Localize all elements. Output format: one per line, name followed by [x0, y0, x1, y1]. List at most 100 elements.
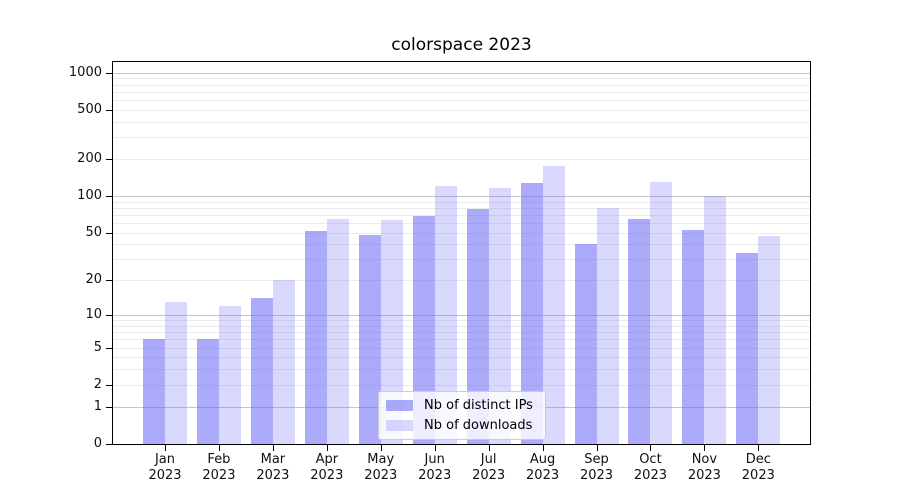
x-tick-label: Jan 2023 — [148, 452, 182, 483]
y-tick-label: 100 — [77, 187, 102, 203]
bar-distinct-ips-dec — [736, 252, 759, 444]
bar-distinct-ips-may — [358, 234, 381, 444]
gridline-minor — [113, 201, 810, 203]
gridline-minor — [113, 325, 810, 327]
x-tick-mark — [272, 445, 274, 451]
bar-downloads-apr — [326, 218, 349, 444]
plot-area — [112, 61, 811, 445]
bar-distinct-ips-apr — [304, 230, 327, 444]
x-tick-mark — [542, 445, 544, 451]
gridline-minor — [113, 84, 810, 86]
y-tick-mark — [106, 315, 112, 317]
x-tick-label: May 2023 — [364, 452, 398, 483]
y-tick-mark — [106, 443, 112, 445]
bar-downloads-feb — [218, 306, 241, 444]
gridline-minor — [113, 100, 810, 102]
x-tick-mark — [218, 445, 220, 451]
gridline-minor — [113, 207, 810, 209]
y-tick-mark — [106, 72, 112, 74]
bar-distinct-ips-mar — [250, 298, 273, 444]
y-tick-mark — [106, 232, 112, 234]
x-tick-label: Dec 2023 — [741, 452, 775, 483]
y-tick-mark — [106, 158, 112, 160]
y-tick-mark — [106, 384, 112, 386]
gridline-minor — [113, 109, 810, 111]
bar-distinct-ips-jul — [466, 209, 489, 444]
x-tick-label: Apr 2023 — [310, 452, 344, 483]
legend-swatch-distinct-ips-icon — [386, 400, 413, 411]
gridline-minor — [113, 223, 810, 225]
legend-item-distinct-ips: Nb of distinct IPs — [386, 398, 533, 413]
gridline-minor — [113, 259, 810, 261]
bar-downloads-jan — [165, 302, 187, 444]
gridline-minor — [113, 244, 810, 246]
bar-downloads-mar — [272, 280, 295, 444]
x-tick-mark — [704, 445, 706, 451]
x-tick-label: Jul 2023 — [472, 452, 506, 483]
y-tick-label: 50 — [85, 224, 102, 240]
gridline-minor — [113, 384, 810, 386]
x-tick-label: Feb 2023 — [202, 452, 236, 483]
gridline-minor — [113, 332, 810, 334]
gridline-minor — [113, 91, 810, 93]
x-tick-label: Mar 2023 — [256, 452, 290, 483]
legend-label-distinct-ips: Nb of distinct IPs — [424, 398, 533, 413]
bar-distinct-ips-aug — [520, 182, 543, 444]
legend: Nb of distinct IPs Nb of downloads — [378, 391, 546, 440]
bar-downloads-sep — [596, 207, 619, 444]
legend-label-downloads: Nb of downloads — [424, 418, 533, 433]
x-tick-mark — [758, 445, 760, 451]
x-tick-mark — [650, 445, 652, 451]
bar-distinct-ips-feb — [196, 339, 219, 444]
x-tick-mark — [488, 445, 490, 451]
y-tick-label: 10 — [85, 307, 102, 323]
x-tick-mark — [596, 445, 598, 451]
x-tick-mark — [165, 445, 166, 451]
gridline-minor — [113, 137, 810, 139]
y-tick-label: 1 — [93, 398, 102, 414]
gridline-minor — [113, 232, 810, 234]
chart-title: colorspace 2023 — [391, 35, 532, 55]
x-tick-mark — [326, 445, 328, 451]
gridline-major — [113, 315, 810, 317]
y-tick-label: 200 — [77, 150, 102, 166]
gridline-minor — [113, 121, 810, 123]
gridline-minor — [113, 158, 810, 160]
y-tick-label: 5 — [93, 339, 102, 355]
gridline-minor — [113, 357, 810, 359]
y-tick-mark — [106, 109, 112, 111]
y-tick-mark — [106, 406, 112, 408]
bar-distinct-ips-oct — [628, 218, 651, 444]
gridline-minor — [113, 214, 810, 216]
gridline-major — [113, 72, 810, 74]
y-tick-label: 20 — [85, 272, 102, 288]
x-tick-label: Nov 2023 — [687, 452, 721, 483]
x-tick-label: Jun 2023 — [418, 452, 452, 483]
y-tick-label: 2 — [93, 376, 102, 392]
bar-distinct-ips-nov — [682, 229, 705, 444]
bar-downloads-jun — [434, 186, 457, 444]
x-tick-mark — [380, 445, 382, 451]
bar-downloads-oct — [650, 181, 673, 444]
bar-downloads-jul — [488, 187, 511, 444]
y-tick-mark — [106, 280, 112, 282]
x-tick-label: Oct 2023 — [633, 452, 667, 483]
legend-item-downloads: Nb of downloads — [386, 418, 533, 433]
gridline-major — [113, 195, 810, 197]
y-tick-label: 0 — [93, 435, 102, 451]
x-tick-label: Aug 2023 — [526, 452, 560, 483]
y-tick-mark — [106, 195, 112, 197]
bar-downloads-dec — [758, 235, 781, 444]
bar-distinct-ips-jun — [412, 215, 435, 444]
gridline-minor — [113, 369, 810, 371]
y-tick-mark — [106, 347, 112, 349]
bar-downloads-nov — [704, 195, 727, 444]
gridline-minor — [113, 78, 810, 80]
legend-swatch-downloads-icon — [386, 420, 413, 431]
x-tick-mark — [434, 445, 436, 451]
gridline-minor — [113, 280, 810, 282]
bar-distinct-ips-sep — [574, 244, 597, 444]
bar-downloads-aug — [542, 166, 565, 444]
bar-distinct-ips-jan — [143, 339, 165, 444]
